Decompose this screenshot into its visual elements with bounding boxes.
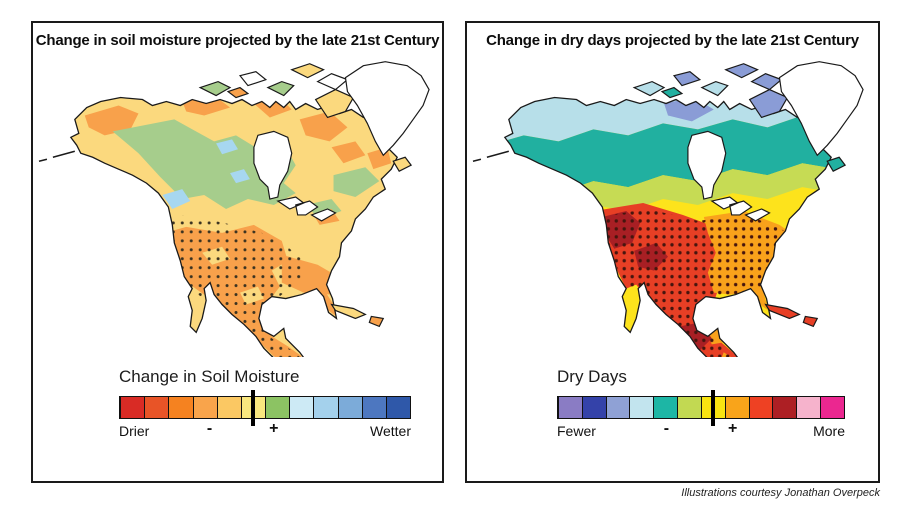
legend-color-cell	[120, 397, 145, 418]
region-orange-quebec-1	[299, 111, 348, 142]
newfoundland	[826, 156, 847, 172]
region-blue-northwest	[162, 189, 191, 209]
great-lakes	[276, 196, 337, 222]
legend-color-cell	[289, 397, 314, 418]
cuba	[764, 303, 801, 320]
soil-moisture-panel: Change in soil moisture projected by the…	[31, 21, 444, 483]
dry-days-map	[472, 61, 864, 357]
continent-outline	[503, 96, 832, 357]
cuba	[330, 303, 367, 320]
label-drier: Drier	[119, 423, 150, 439]
arctic-islands	[632, 63, 789, 119]
continent-outline	[69, 96, 398, 357]
dry-days-panel: Change in dry days projected by the late…	[465, 21, 880, 483]
aleutian-islands-line	[38, 150, 75, 162]
stipple-region-us-mexico	[596, 208, 790, 357]
legend-color-cell	[629, 397, 654, 418]
label-wetter: Wetter	[370, 423, 411, 439]
legend-color-cell	[796, 397, 821, 418]
hispaniola	[368, 315, 385, 328]
legend-color-cell	[313, 397, 338, 418]
legend-color-cell	[677, 397, 701, 418]
colorbar-labels: Fewer - + More	[557, 420, 845, 443]
region-orange-alaska	[84, 105, 139, 136]
dry-days-colorbar	[557, 390, 845, 426]
region-green-northeast	[333, 167, 380, 198]
label-more: More	[813, 423, 845, 439]
region-blue-hudson-west-1	[216, 139, 238, 155]
legend-color-cell	[605, 397, 630, 418]
legend-color-cell	[168, 397, 193, 418]
soil-moisture-colorbar	[119, 390, 411, 426]
legend-color-cell	[558, 397, 582, 418]
hispaniola	[802, 315, 819, 328]
arctic-islands	[198, 63, 355, 119]
great-lakes	[710, 196, 771, 222]
attribution-text: Illustrations courtesy Jonathan Overpeck	[681, 487, 880, 499]
dry-days-title: Change in dry days projected by the late…	[486, 32, 859, 49]
legend-heading: Change in Soil Moisture	[119, 367, 300, 386]
legend-color-cell	[653, 397, 678, 418]
region-blue-hudson-west-2	[230, 169, 250, 184]
legend-color-cell	[144, 397, 169, 418]
greenland	[778, 61, 864, 157]
soil-moisture-legend: Change in Soil Moisture Drier - + Wetter	[119, 367, 411, 443]
colorbar-zero-divider	[250, 390, 255, 426]
colorbar-zero-divider	[711, 390, 715, 426]
label-plus: +	[269, 420, 279, 437]
legend-color-cell	[265, 397, 290, 418]
legend-color-cell	[192, 397, 217, 418]
legend-heading: Dry Days	[557, 367, 627, 386]
greenland	[344, 61, 430, 157]
colorbar-labels: Drier - + Wetter	[119, 420, 411, 443]
hudson-bay	[687, 130, 727, 200]
region-orange-quebec-2	[331, 141, 366, 164]
legend-color-cell	[337, 397, 362, 418]
legend-color-cell	[361, 397, 386, 418]
dry-days-legend: Dry Days Fewer - + More	[557, 367, 845, 443]
hudson-bay	[253, 130, 293, 200]
legend-color-cell	[748, 397, 773, 418]
label-minus: -	[206, 420, 213, 437]
region-orange-florida	[321, 290, 337, 317]
legend-color-cell	[216, 397, 241, 418]
legend-color-cell	[581, 397, 606, 418]
legend-color-cell	[724, 397, 749, 418]
label-minus: -	[663, 420, 670, 437]
region-green-central-canada	[112, 119, 296, 209]
label-plus: +	[728, 420, 738, 437]
legend-color-cell	[772, 397, 797, 418]
label-fewer: Fewer	[557, 423, 596, 439]
soil-moisture-map	[38, 61, 430, 357]
legend-color-cell	[820, 397, 844, 418]
aleutian-islands-line	[472, 150, 509, 162]
legend-color-cell	[385, 397, 411, 418]
soil-moisture-title: Change in soil moisture projected by the…	[35, 32, 440, 49]
newfoundland	[392, 156, 413, 172]
